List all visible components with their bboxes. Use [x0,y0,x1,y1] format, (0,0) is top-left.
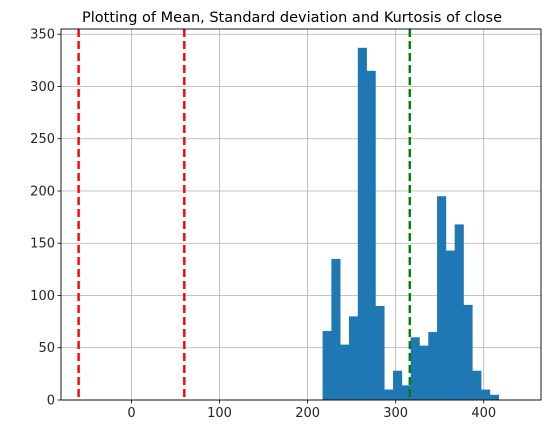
x-tick-label: 200 [295,406,320,421]
histogram-bar [384,389,394,400]
x-tick-label: 100 [207,406,232,421]
histogram-bar [322,331,332,400]
y-axis: 0 50 100 150 200 250 300 350 [30,28,61,409]
y-tick-label: 100 [30,289,55,304]
histogram-bar [349,316,359,400]
histogram-bar [445,250,455,400]
y-tick-label: 300 [30,80,55,95]
histogram-bar [463,304,473,400]
chart-title: Plotting of Mean, Standard deviation and… [82,10,502,26]
histogram-bar [375,305,385,400]
x-axis: 0 100 200 300 400 [127,400,496,421]
histogram-bar [366,70,376,400]
histogram-bars [322,47,500,400]
histogram-bar [410,337,420,400]
plot-frame [60,28,542,401]
y-tick-label: 50 [38,341,55,356]
y-tick-label: 350 [30,28,55,43]
histogram-bar [357,47,367,400]
histogram-bar [481,389,491,400]
y-tick-label: 150 [30,237,55,252]
histogram-bar [393,370,403,400]
x-tick-label: 300 [383,406,408,421]
x-tick-label: 0 [127,406,135,421]
histogram-bar [340,344,350,400]
histogram-bar [419,345,429,400]
reference-lines [77,29,411,400]
histogram-bar [472,370,482,400]
y-tick-label: 200 [30,184,55,199]
histogram-bar [331,258,341,400]
histogram-bar [437,196,447,400]
histogram-bar [454,224,464,400]
y-tick-label: 0 [47,394,55,409]
x-tick-label: 400 [471,406,496,421]
histogram-bar [489,394,500,400]
histogram-bar [428,332,438,400]
histogram-bar [401,385,411,400]
y-tick-label: 250 [30,132,55,147]
